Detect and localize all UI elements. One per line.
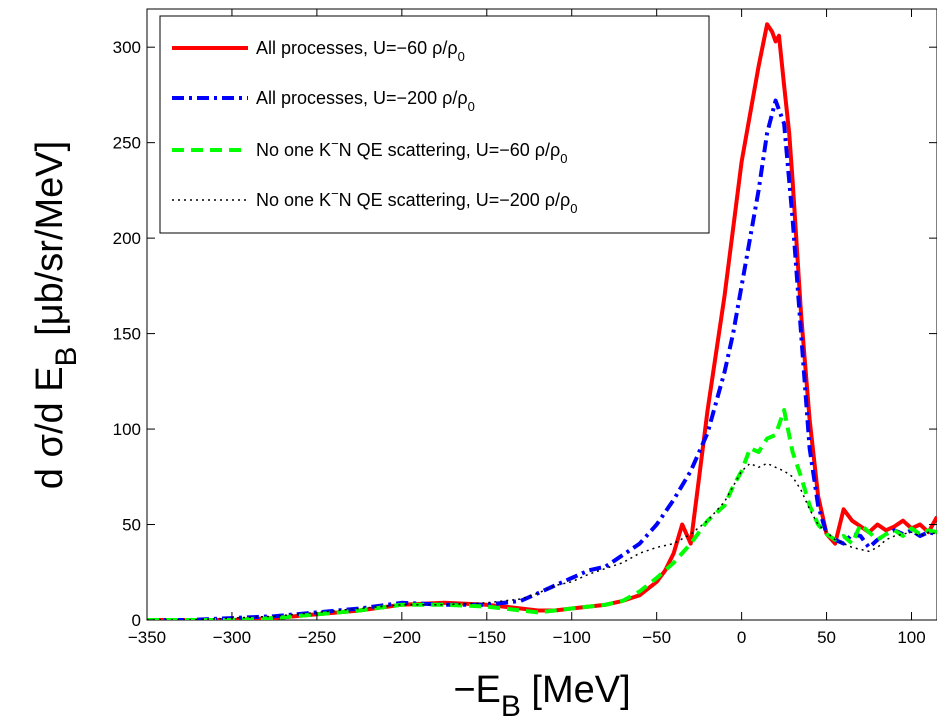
legend-label-series-1: All processes, U=−60 ρ/ρ0 [256,38,465,64]
x-tick-label: 0 [737,628,746,647]
y-tick-label: 200 [113,229,141,248]
y-tick-label: 50 [122,516,141,535]
legend-box [159,15,710,234]
legend-label-series-4: No one K−N QE scattering, U=−200 ρ/ρ0 [256,186,577,216]
legend-label-series-3: No one K−N QE scattering, U=−60 ρ/ρ0 [256,136,567,166]
x-tick-label: −100 [553,628,591,647]
legend-label-series-2: All processes, U=−200 ρ/ρ0 [256,88,475,114]
y-tick-label: 150 [113,325,141,344]
x-tick-label: −300 [213,628,251,647]
series-line-3 [147,408,937,620]
x-axis-label: −EB [MeV] [453,669,630,720]
x-tick-label: 100 [897,628,925,647]
series-layer [147,22,937,620]
x-tick-label: −350 [128,628,166,647]
y-axis-label: d σ/d EB [μb/sr/MeV] [29,141,83,489]
x-tick-label: 50 [817,628,836,647]
y-tick-label: 250 [113,134,141,153]
y-tick-label: 0 [132,611,141,630]
x-tick-label: −150 [468,628,506,647]
x-tick-label: −250 [298,628,336,647]
y-tick-label: 300 [113,38,141,57]
legend: All processes, U=−60 ρ/ρ0 All processes,… [159,15,710,234]
y-tick-label: 100 [113,420,141,439]
x-tick-label: −200 [383,628,421,647]
x-tick-label: −50 [642,628,671,647]
